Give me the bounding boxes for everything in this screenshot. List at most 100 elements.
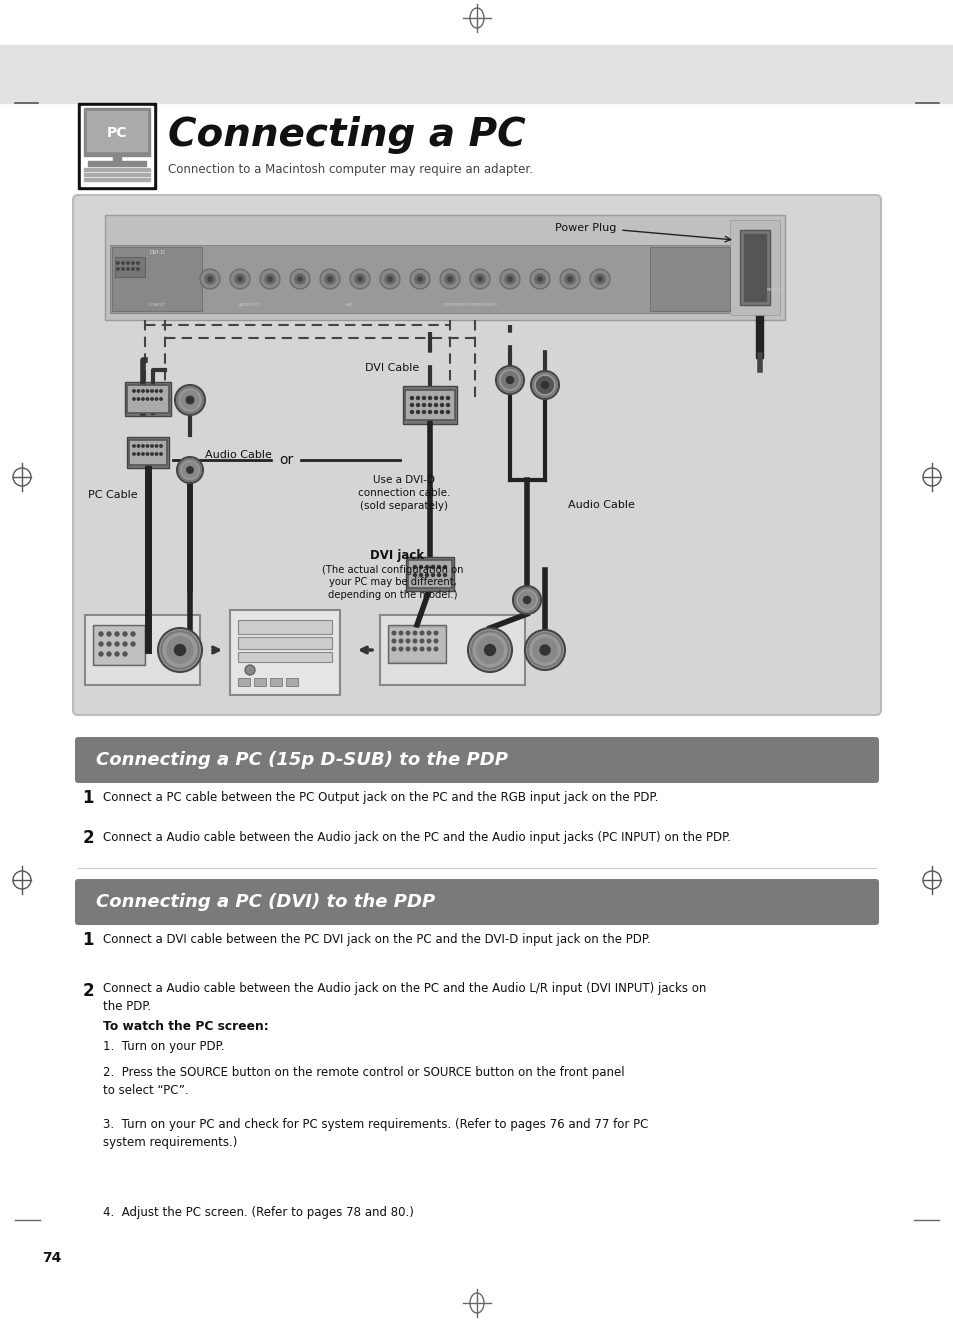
Bar [286, 678, 297, 686]
Bar [237, 678, 250, 686]
Bar [85, 616, 200, 686]
Circle shape [422, 411, 425, 413]
Bar [390, 627, 443, 660]
Circle shape [428, 396, 431, 399]
Circle shape [115, 653, 119, 657]
Circle shape [237, 277, 242, 281]
Bar [649, 247, 729, 310]
Circle shape [431, 565, 434, 568]
Circle shape [127, 268, 129, 271]
Circle shape [146, 390, 149, 392]
Bar [112, 247, 202, 310]
Circle shape [319, 269, 339, 289]
Circle shape [422, 403, 425, 407]
Circle shape [506, 376, 513, 383]
Circle shape [422, 396, 425, 399]
Circle shape [443, 565, 446, 568]
Circle shape [245, 664, 254, 675]
FancyBboxPatch shape [75, 878, 878, 925]
Bar [127, 437, 169, 468]
Bar [740, 230, 769, 305]
FancyBboxPatch shape [73, 196, 880, 715]
Text: Audio Cable: Audio Cable [205, 450, 272, 460]
Circle shape [406, 647, 410, 651]
Bar [84, 173, 150, 176]
Circle shape [598, 277, 601, 281]
Circle shape [142, 445, 144, 448]
Bar [88, 161, 146, 166]
Circle shape [443, 573, 446, 576]
Circle shape [406, 631, 410, 635]
Circle shape [132, 390, 135, 392]
Circle shape [476, 637, 502, 663]
Circle shape [425, 573, 428, 576]
Circle shape [535, 273, 544, 284]
Circle shape [174, 645, 185, 655]
Circle shape [440, 403, 443, 407]
Circle shape [425, 565, 428, 568]
Circle shape [434, 403, 437, 407]
Circle shape [115, 642, 119, 646]
Text: Connection to a Macintosh computer may require an adapter.: Connection to a Macintosh computer may r… [168, 164, 533, 177]
Circle shape [419, 631, 423, 635]
Circle shape [410, 269, 430, 289]
Circle shape [132, 453, 135, 456]
Circle shape [160, 390, 162, 392]
Circle shape [406, 639, 410, 643]
Bar [405, 390, 455, 420]
Circle shape [524, 630, 564, 670]
Circle shape [137, 453, 139, 456]
Bar [105, 215, 784, 320]
Circle shape [160, 398, 162, 400]
Circle shape [559, 269, 579, 289]
Circle shape [294, 273, 305, 284]
Circle shape [132, 268, 134, 271]
Circle shape [230, 269, 250, 289]
Bar [230, 610, 339, 695]
Circle shape [440, 396, 443, 399]
Circle shape [448, 277, 452, 281]
Circle shape [385, 273, 395, 284]
Circle shape [137, 398, 139, 400]
Text: 2: 2 [82, 830, 93, 847]
Text: 1: 1 [82, 789, 93, 807]
Circle shape [398, 631, 402, 635]
Circle shape [297, 277, 302, 281]
Circle shape [413, 647, 416, 651]
Circle shape [392, 647, 395, 651]
Circle shape [160, 445, 162, 448]
Bar [729, 221, 780, 314]
Circle shape [155, 445, 157, 448]
Bar [127, 384, 169, 413]
Circle shape [428, 403, 431, 407]
Circle shape [122, 262, 124, 264]
Bar [402, 386, 456, 424]
Circle shape [158, 627, 202, 672]
Bar [87, 111, 147, 151]
Text: 4.  Adjust the PC screen. (Refer to pages 78 and 80.): 4. Adjust the PC screen. (Refer to pages… [103, 1206, 414, 1219]
Text: Connecting a PC (DVI) to the PDP: Connecting a PC (DVI) to the PDP [96, 893, 435, 911]
Circle shape [413, 631, 416, 635]
Circle shape [142, 390, 144, 392]
Circle shape [151, 398, 153, 400]
Circle shape [531, 371, 558, 399]
Circle shape [174, 384, 205, 415]
Circle shape [434, 411, 437, 413]
Text: or: or [278, 453, 293, 468]
Circle shape [416, 411, 419, 413]
Circle shape [533, 638, 557, 662]
Text: AV1: AV1 [346, 303, 354, 306]
Circle shape [116, 262, 119, 264]
Circle shape [427, 631, 431, 635]
Circle shape [523, 597, 530, 604]
Circle shape [116, 268, 119, 271]
Text: (The actual configuration on
your PC may be different,
depending on the model.): (The actual configuration on your PC may… [322, 565, 463, 600]
Circle shape [413, 573, 416, 576]
Bar [125, 382, 171, 416]
Circle shape [234, 273, 245, 284]
Circle shape [419, 647, 423, 651]
Circle shape [136, 268, 139, 271]
Circle shape [115, 631, 119, 635]
Text: Connect a DVI cable between the PC DVI jack on the PC and the DVI-D input jack o: Connect a DVI cable between the PC DVI j… [103, 934, 650, 947]
Circle shape [518, 592, 535, 609]
